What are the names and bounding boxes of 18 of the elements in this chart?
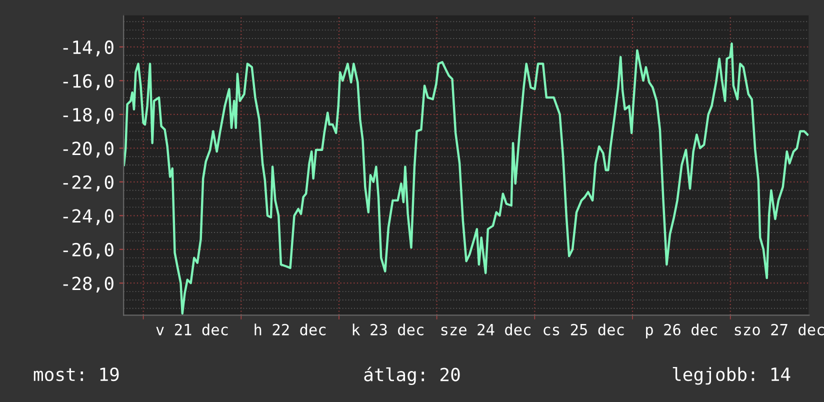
- y-tick-label: -24,0: [63, 209, 114, 226]
- y-tick-label: -22,0: [63, 175, 114, 192]
- text: legjobb: 14: [672, 367, 790, 385]
- y-tick-label: -20,0: [63, 142, 114, 158]
- y-tick-label: -18,0: [63, 108, 114, 124]
- x-tick-label: p 26 dec: [646, 324, 717, 338]
- x-tick-label: v 21 dec: [156, 324, 228, 336]
- x-tick-label: cs 25 dec: [544, 324, 624, 336]
- text: átlag: 20: [364, 366, 460, 386]
- x-tick-label: sze 24 dec: [441, 324, 530, 336]
- x-tick-label: szo 27 dec: [734, 324, 824, 336]
- text: most: 19: [34, 368, 119, 382]
- x-tick-label: h 22 dec: [254, 324, 326, 336]
- y-tick-label: -26,0: [63, 242, 114, 259]
- x-tick-label: k 23 dec: [352, 324, 424, 336]
- y-tick-label: -28,0: [63, 276, 114, 293]
- y-tick-label: -14,0: [63, 40, 114, 56]
- y-tick-label: -16,0: [63, 74, 114, 90]
